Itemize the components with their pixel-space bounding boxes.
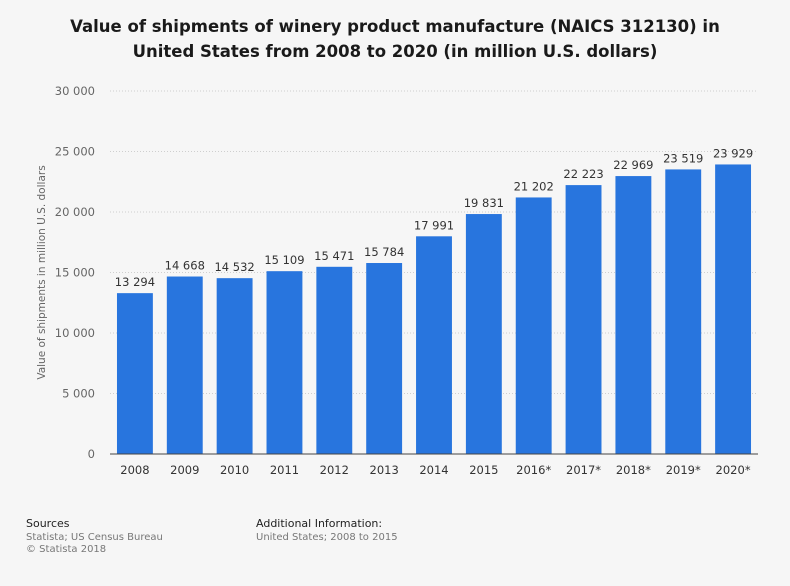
- bar: [166, 276, 203, 454]
- bar: [665, 169, 702, 454]
- y-tick-label: 0: [88, 447, 95, 461]
- bar-value-label: 14 668: [165, 259, 205, 273]
- bar: [715, 164, 752, 454]
- bar-value-label: 21 202: [514, 179, 554, 193]
- bar-value-label: 17 991: [414, 218, 454, 232]
- sources-text: Statista; US Census Bureau: [26, 531, 163, 543]
- bar-value-label: 22 223: [563, 167, 603, 181]
- additional-info-text: United States; 2008 to 2015: [256, 531, 398, 543]
- additional-info-heading[interactable]: Additional Information:: [256, 517, 383, 530]
- bar-value-label: 13 294: [115, 275, 155, 289]
- value-labels: 13 294 14 668 14 532 15 109 15 471 15 784 17 9…: [115, 146, 753, 289]
- bar-chart: 0 5 000 10 000 15 000 20 000 25 000 30 000 13 …: [36, 84, 758, 477]
- bar-value-label: 19 831: [464, 196, 504, 210]
- y-axis-label: Value of shipments in million U.S. dolla…: [36, 165, 48, 379]
- x-tick-label: 2015: [469, 463, 498, 477]
- bars: [116, 164, 752, 455]
- x-tick-label: 2011: [270, 463, 299, 477]
- x-tick-label: 2009: [170, 463, 199, 477]
- bar-value-label: 14 532: [214, 260, 254, 274]
- chart-title-line-2: United States from 2008 to 2020 (in mill…: [132, 42, 658, 61]
- chart-title-line-1: Value of shipments of winery product man…: [70, 17, 720, 36]
- y-tick-label: 10 000: [55, 326, 95, 340]
- x-tick-label: 2017*: [566, 463, 601, 477]
- y-axis-ticks: 0 5 000 10 000 15 000 20 000 25 000 30 000: [55, 84, 95, 461]
- x-axis-ticks: 2008 2009 2010 2011 2012 2013 2014 2015 2016* 201…: [120, 463, 751, 477]
- bar-value-label: 15 784: [364, 245, 404, 259]
- x-tick-label: 2016*: [516, 463, 551, 477]
- bar: [465, 214, 502, 454]
- bar: [615, 176, 652, 454]
- x-tick-label: 2018*: [616, 463, 651, 477]
- bar-value-label: 23 929: [713, 146, 753, 160]
- bar: [416, 236, 452, 454]
- bar: [116, 293, 153, 454]
- bar: [266, 271, 303, 454]
- bar-value-label: 22 969: [613, 158, 653, 172]
- bar-value-label: 15 109: [264, 253, 304, 267]
- bar: [515, 197, 552, 454]
- bar: [216, 278, 253, 454]
- bar: [316, 266, 353, 454]
- x-tick-label: 2020*: [716, 463, 751, 477]
- bar-value-label: 23 519: [663, 151, 703, 165]
- copyright-text: © Statista 2018: [26, 544, 107, 555]
- y-tick-label: 30 000: [55, 84, 95, 98]
- y-tick-label: 5 000: [62, 387, 95, 401]
- x-tick-label: 2019*: [666, 463, 701, 477]
- x-tick-label: 2014: [419, 463, 448, 477]
- x-tick-label: 2012: [320, 463, 349, 477]
- bar: [565, 185, 602, 455]
- bar: [366, 263, 403, 454]
- y-tick-label: 20 000: [55, 205, 95, 219]
- sources-heading[interactable]: Sources: [26, 517, 70, 530]
- sources-block: Sources Statista; US Census Bureau © Sta…: [26, 517, 163, 557]
- additional-info-block: Additional Information: United States; 2…: [256, 517, 398, 544]
- x-tick-label: 2010: [220, 463, 249, 477]
- x-tick-label: 2013: [370, 463, 399, 477]
- y-tick-label: 25 000: [55, 145, 95, 159]
- x-tick-label: 2008: [120, 463, 149, 477]
- chart-title: Value of shipments of winery product man…: [20, 14, 770, 64]
- y-tick-label: 15 000: [55, 266, 95, 280]
- bar-value-label: 15 471: [314, 249, 354, 263]
